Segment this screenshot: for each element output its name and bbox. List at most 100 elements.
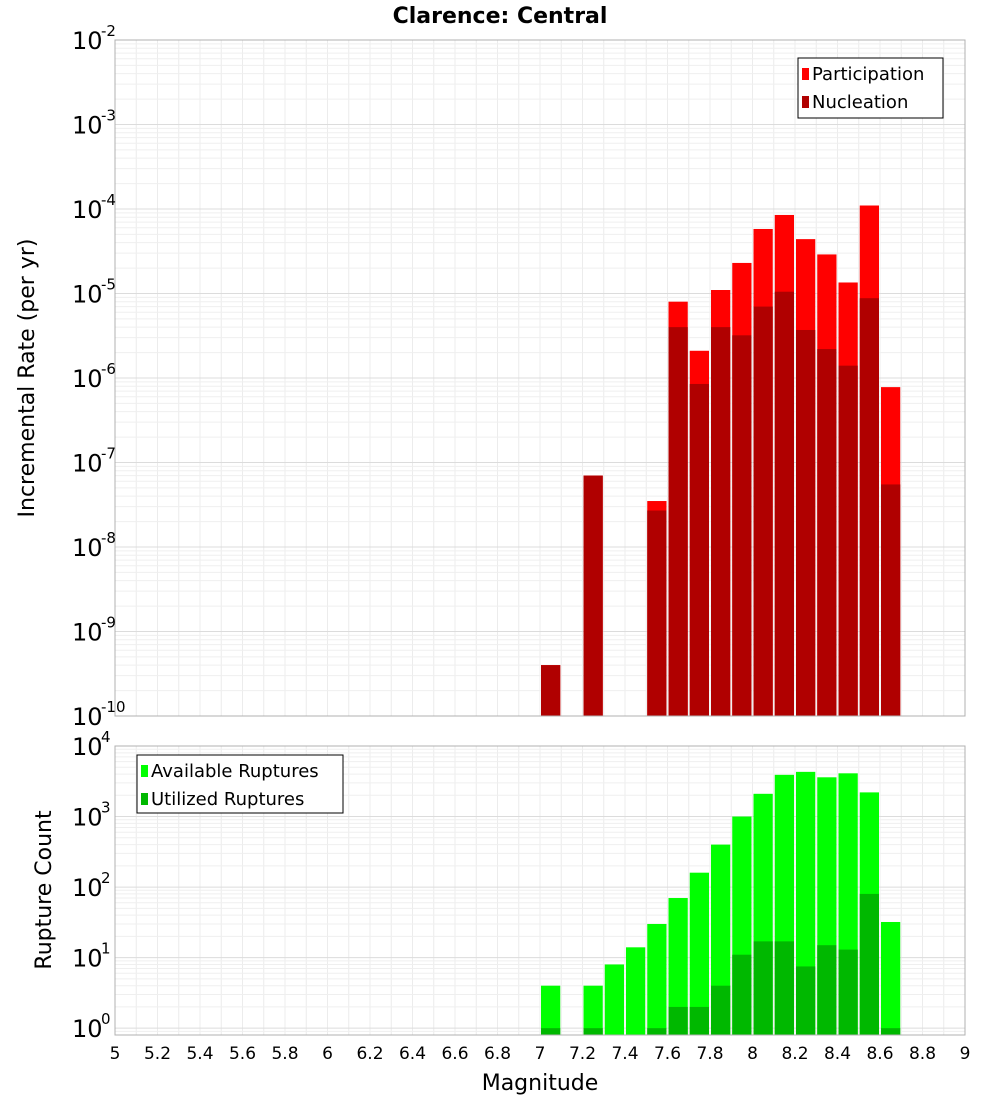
bar-utilized-ruptures [817,945,837,1035]
bar-nucleation [859,298,879,716]
bar-utilized-ruptures [881,1028,901,1035]
bar-available-ruptures [689,872,709,1035]
bars [541,771,901,1035]
y-tick-label: 10 [72,619,103,647]
bar-utilized-ruptures [541,1028,561,1035]
legend-label: Nucleation [812,92,908,113]
x-tick-label: 7.6 [654,1044,681,1064]
y-tick-exponent: -4 [101,191,116,209]
plot-frame [114,39,966,717]
bar-nucleation [817,349,837,716]
x-tick-label: 8.6 [866,1044,893,1064]
x-tick-label: 6.4 [399,1044,426,1064]
y-tick-label: 10 [72,450,103,478]
bar-utilized-ruptures [859,893,879,1035]
y-tick-exponent: -10 [101,698,126,716]
bar-utilized-ruptures [711,985,731,1035]
legend-swatch [802,68,809,80]
bar-nucleation [668,327,688,716]
bar-nucleation [583,475,603,716]
y-tick-exponent: 3 [101,799,111,817]
x-axis-label: Magnitude [482,1071,599,1096]
grid [114,39,966,717]
rate-chart: 10-1010-910-810-710-610-510-410-310-2Inc… [15,22,966,731]
x-tick-label: 7 [535,1044,546,1064]
bar-available-ruptures [881,921,901,1035]
bar-available-ruptures [647,923,667,1035]
bar-utilized-ruptures [689,1006,709,1035]
y-tick-exponent: 2 [101,869,111,887]
bar-utilized-ruptures [796,966,816,1035]
legend-swatch [141,793,148,805]
x-tick-label: 8.8 [909,1044,936,1064]
x-tick-label: 5.4 [186,1044,213,1064]
x-tick-label: 5.6 [229,1044,256,1064]
legend-box [136,754,344,814]
x-tick-label: 7.2 [569,1044,596,1064]
bar-nucleation [753,306,773,716]
bar-available-ruptures [604,964,624,1035]
y-tick-exponent: -9 [101,614,116,632]
y-tick-label: 10 [72,27,103,55]
x-tick-label: 8 [747,1044,758,1064]
bar-available-ruptures [668,898,688,1035]
y-tick-label: 10 [72,534,103,562]
bar-utilized-ruptures [668,1006,688,1035]
y-tick-label: 10 [72,804,103,832]
y-tick-label: 10 [72,874,103,902]
y-tick-exponent: -6 [101,360,116,378]
chart-title: Clarence: Central [393,4,608,29]
y-tick-exponent: -7 [101,445,116,463]
x-tick-label: 8.2 [781,1044,808,1064]
legend-label: Participation [812,64,924,85]
y-tick-exponent: 1 [101,940,111,958]
x-tick-label: 6.2 [356,1044,383,1064]
bar-available-ruptures [583,985,603,1035]
bar-nucleation [541,665,561,716]
bar-utilized-ruptures [774,941,794,1035]
y-axis-label: Incremental Rate (per yr) [15,239,40,518]
x-tick-labels: 5 5.2 5.4 5.6 5.8 6 6.2 6.4 6.6 6.8 7 7.2 7.4 7.6 7.8 8… [110,1044,971,1064]
bar-nucleation [881,484,901,716]
legend-label: Utilized Ruptures [151,789,304,810]
legend-swatch [141,765,148,777]
bar-nucleation [774,291,794,716]
y-tick-label: 10 [72,733,103,761]
x-tick-label: 5.2 [144,1044,171,1064]
legend-box [797,57,944,119]
y-tick-exponent: -3 [101,107,116,125]
bar-utilized-ruptures [583,1028,603,1035]
y-tick-label: 10 [72,945,103,973]
x-tick-label: 5.8 [271,1044,298,1064]
bar-available-ruptures [541,985,561,1035]
bar-nucleation [647,510,667,716]
bar-utilized-ruptures [753,941,773,1035]
y-tick-label: 10 [72,365,103,393]
bar-nucleation [796,329,816,716]
plot-frame [114,745,966,1036]
legend: Participation Nucleation [797,57,944,119]
x-tick-label: 6.8 [484,1044,511,1064]
y-axis-label: Rupture Count [32,810,57,970]
y-tick-label: 10 [72,703,103,731]
bars [541,205,901,717]
bar-utilized-ruptures [647,1028,667,1035]
y-tick-label: 10 [72,281,103,309]
x-tick-label: 9 [960,1044,971,1064]
y-tick-exponent: -8 [101,529,116,547]
x-tick-label: 8.4 [824,1044,851,1064]
y-tick-exponent: -2 [101,22,116,40]
x-tick-label: 7.8 [696,1044,723,1064]
legend-label: Available Ruptures [151,761,319,782]
bar-nucleation [732,335,752,716]
bar-utilized-ruptures [838,949,858,1035]
y-tick-exponent: 0 [101,1010,111,1028]
legend: Available Ruptures Utilized Ruptures [136,754,344,814]
bar-nucleation [711,327,731,716]
y-tick-exponent: -5 [101,276,116,294]
y-tick-label: 10 [72,196,103,224]
bar-available-ruptures [626,947,646,1035]
